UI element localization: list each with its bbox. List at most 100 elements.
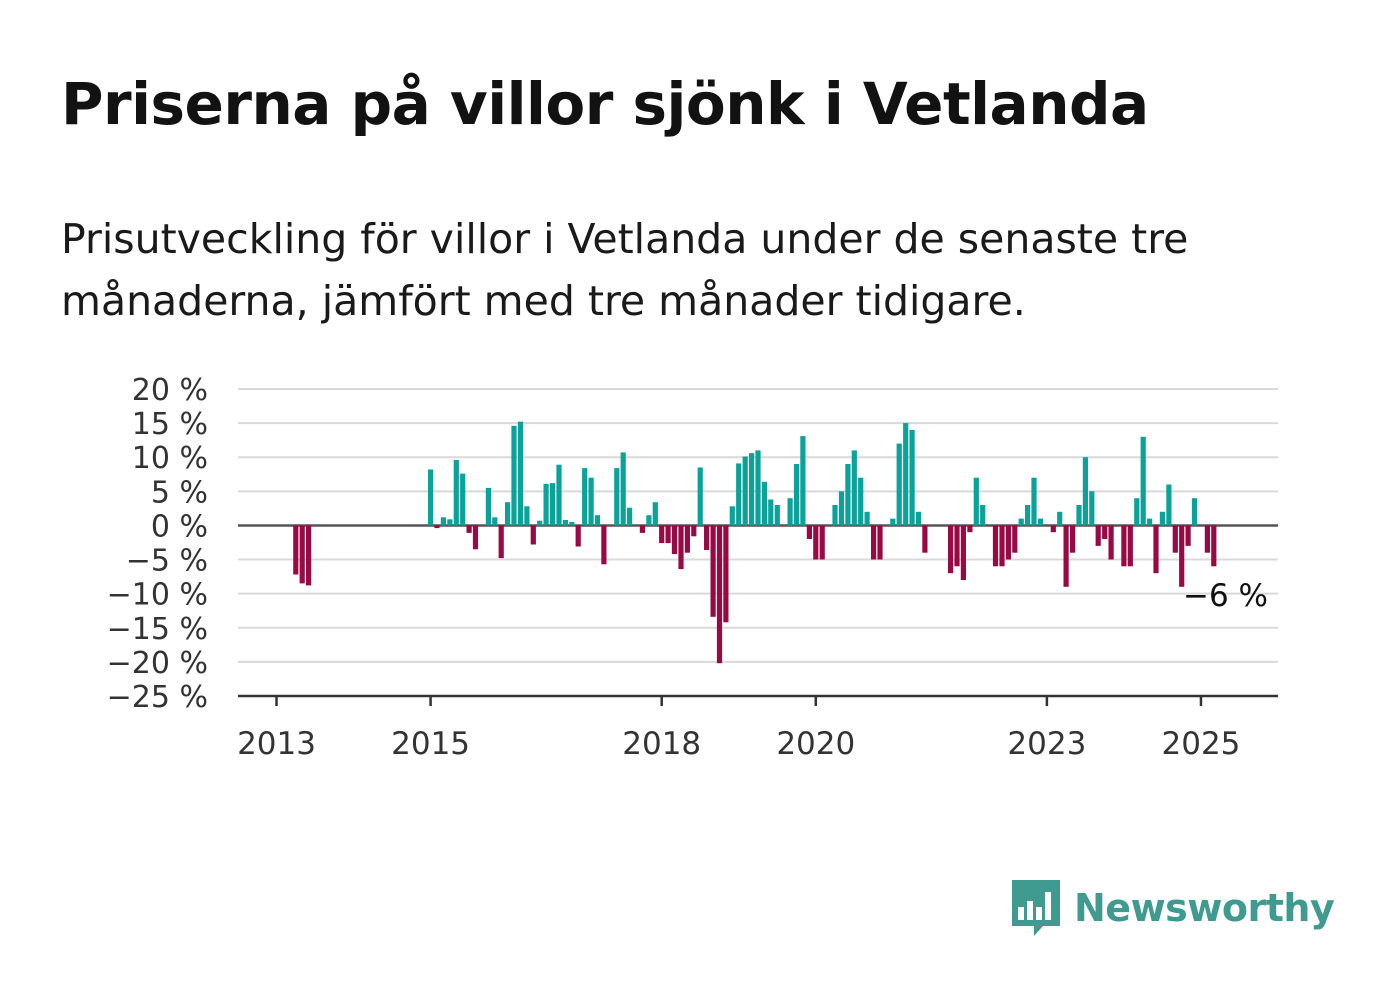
bar [871, 525, 877, 560]
bar [1018, 518, 1024, 526]
bar [742, 456, 748, 526]
bar [652, 502, 658, 526]
bar [1012, 525, 1018, 553]
bar [550, 483, 556, 526]
bar [466, 525, 472, 533]
bar [678, 525, 684, 570]
bar [800, 436, 806, 526]
bar [428, 469, 434, 526]
chart-subtitle: Prisutveckling för villor i Vetlanda und… [61, 215, 1189, 325]
bar [472, 525, 479, 550]
bar-chart: 20 %15 %10 %5 %0 %−5 %−10 %−15 %−20 %−25… [107, 373, 1278, 762]
newsworthy-bar-chart-logo-icon [1012, 880, 1060, 936]
y-tick-label: 20 % [132, 373, 208, 408]
bar [1159, 511, 1165, 526]
bar [1191, 498, 1198, 526]
bar [992, 525, 999, 567]
bar [710, 525, 716, 617]
bar [838, 491, 845, 526]
bar [505, 502, 511, 526]
y-tick-label: 5 % [151, 475, 208, 510]
bar [1089, 491, 1095, 526]
bar [517, 421, 524, 526]
bar [960, 525, 966, 580]
bar [447, 519, 453, 526]
y-axis-tick-labels: 20 %15 %10 %5 %0 %−5 %−10 %−15 %−20 %−25… [107, 373, 208, 715]
x-axis-tick-labels: 2013 2015 2018 2020 2023 2025 [237, 726, 1240, 762]
bar [1108, 525, 1114, 560]
bar [627, 507, 633, 526]
bar [1140, 436, 1146, 526]
bar [909, 429, 915, 526]
bar [556, 464, 562, 526]
bar [485, 487, 491, 526]
y-tick-label: −15 % [107, 612, 208, 647]
bar [659, 525, 665, 544]
bar [299, 525, 305, 584]
bar [768, 499, 774, 526]
bar [691, 525, 697, 537]
y-tick-label: −10 % [107, 578, 208, 613]
bar [671, 525, 678, 555]
bar [1076, 505, 1082, 526]
bar [1057, 511, 1063, 526]
bar [896, 443, 902, 526]
x-axis [238, 694, 1278, 706]
bar [498, 525, 504, 559]
x-tick-label: 2015 [391, 726, 470, 762]
bar [1134, 498, 1140, 526]
bar [890, 518, 896, 526]
y-tick-label: 10 % [132, 441, 208, 476]
y-tick-label: −20 % [107, 646, 208, 681]
y-tick-label: 15 % [132, 407, 208, 442]
bar [1166, 484, 1172, 526]
x-tick-label: 2025 [1162, 726, 1241, 762]
bar [749, 453, 755, 526]
bar [1211, 525, 1217, 567]
bar [1127, 525, 1133, 567]
bar [736, 463, 742, 526]
bar [543, 483, 549, 526]
bar [1070, 525, 1076, 553]
bar [1102, 525, 1108, 539]
bar [1147, 518, 1153, 526]
bar [967, 525, 973, 533]
bar [1031, 477, 1037, 526]
bar [1185, 525, 1191, 546]
bar [646, 515, 652, 526]
x-tick-label: 2023 [1007, 726, 1086, 762]
brand-name: Newsworthy [1074, 886, 1335, 930]
bar [620, 452, 626, 526]
bar [1063, 525, 1069, 587]
y-tick-label: −25 % [107, 680, 208, 715]
bar [440, 517, 446, 526]
x-tick-label: 2013 [237, 726, 316, 762]
bar [915, 511, 922, 526]
bar [684, 525, 690, 553]
bar [511, 425, 517, 526]
bar [1179, 525, 1185, 587]
bar [864, 511, 870, 526]
bar [601, 525, 607, 565]
last-value-label: −6 % [1183, 578, 1268, 614]
bar [575, 525, 581, 547]
bar [639, 525, 645, 533]
bar [1025, 505, 1031, 526]
bar [806, 525, 812, 539]
bar [594, 515, 601, 526]
brand-logo: Newsworthy [1010, 876, 1335, 940]
bar [588, 477, 594, 526]
bar [723, 525, 729, 623]
bar [460, 473, 466, 526]
bar [716, 525, 723, 664]
x-tick-label: 2020 [776, 726, 855, 762]
bar [1095, 525, 1101, 546]
bars [293, 421, 1217, 664]
bar [704, 525, 710, 550]
bar [524, 506, 530, 526]
bar [453, 460, 459, 526]
bar [729, 506, 735, 526]
bar [774, 505, 780, 526]
bar [832, 505, 838, 526]
bar [614, 468, 620, 526]
